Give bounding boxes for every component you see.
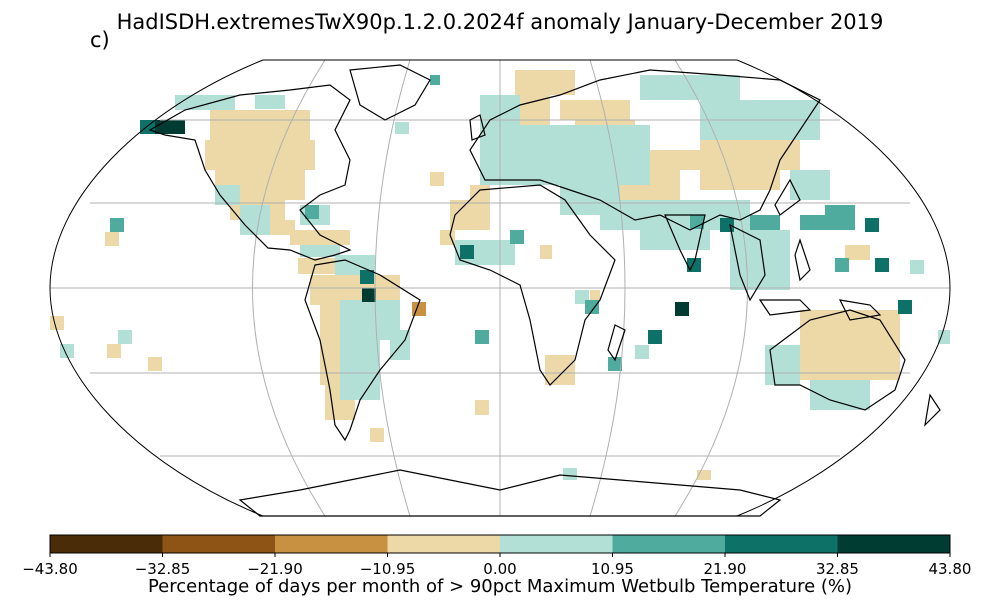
colorbar-segment	[162, 535, 276, 553]
panel-label: c)	[90, 28, 110, 52]
colorbar	[49, 534, 951, 554]
anomaly-grid-cells	[50, 70, 950, 480]
colorbar-ticks: −43.80 −32.85 −21.90 −10.95 0.00 10.95 21.90 32…	[22, 553, 971, 578]
colorbar-tick-label: 32.85	[816, 560, 859, 578]
colorbar-label: Percentage of days per month of > 90pct …	[147, 576, 853, 597]
map-boundary	[49, 59, 951, 517]
colorbar-segment	[500, 535, 613, 553]
colorbar-segment	[612, 535, 726, 553]
colorbar-tick-label: −21.90	[247, 560, 303, 578]
colorbar-segment	[275, 535, 388, 553]
colorbar-segment	[50, 535, 163, 553]
colorbar-segment	[725, 535, 838, 553]
colorbar-tick-label: 0.00	[483, 560, 516, 578]
coastlines	[148, 64, 941, 517]
colorbar-segment	[837, 535, 951, 553]
map-title: HadISDH.extremesTwX90p.1.2.0.2024f anoma…	[116, 10, 884, 34]
colorbar-tick-label: −43.80	[22, 560, 78, 578]
colorbar-tick-label: −10.95	[360, 560, 416, 578]
colorbar-tick-label: 43.80	[929, 560, 972, 578]
colorbar-tick-label: 21.90	[704, 560, 747, 578]
colorbar-tick-label: −32.85	[135, 560, 191, 578]
colorbar-tick-label: 10.95	[591, 560, 634, 578]
colorbar-segment	[387, 535, 501, 553]
